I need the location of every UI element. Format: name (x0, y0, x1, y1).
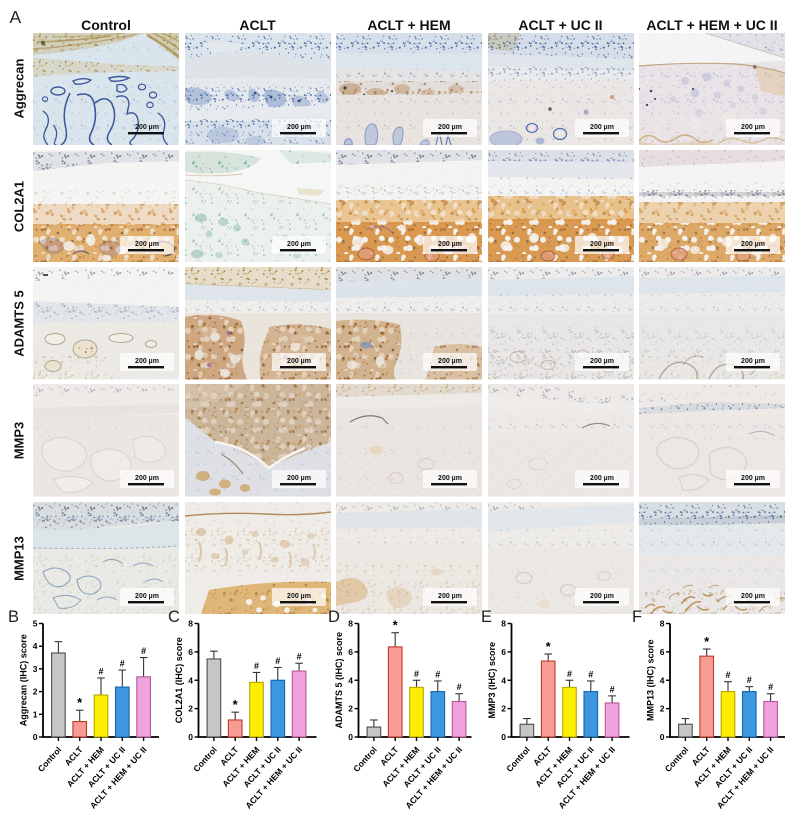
svg-text:#: # (98, 666, 103, 676)
svg-text:MMP3 (IHC) score: MMP3 (IHC) score (487, 642, 497, 719)
svg-text:D: D (328, 608, 340, 626)
svg-text:#: # (747, 675, 752, 685)
svg-text:#: # (435, 669, 440, 679)
svg-text:200 µm: 200 µm (590, 358, 614, 365)
svg-text:#: # (457, 682, 462, 692)
svg-text:Control: Control (504, 745, 532, 774)
svg-text:4: 4 (660, 675, 665, 685)
svg-text:200 µm: 200 µm (741, 241, 765, 248)
svg-text:200 µm: 200 µm (287, 358, 311, 365)
svg-text:200 µm: 200 µm (135, 241, 159, 248)
svg-text:200 µm: 200 µm (590, 241, 614, 248)
svg-text:8: 8 (348, 619, 353, 629)
svg-text:Aggrecan (IHC) score: Aggrecan (IHC) score (19, 634, 29, 726)
svg-text:200 µm: 200 µm (438, 358, 462, 365)
svg-text:8: 8 (188, 619, 193, 629)
svg-text:200 µm: 200 µm (287, 593, 311, 600)
svg-text:8: 8 (660, 619, 665, 629)
svg-text:F: F (632, 608, 642, 626)
svg-text:200 µm: 200 µm (287, 124, 311, 131)
svg-text:*: * (233, 697, 239, 712)
svg-text:3: 3 (33, 664, 38, 674)
svg-text:6: 6 (188, 647, 193, 657)
svg-text:0: 0 (501, 732, 506, 742)
svg-text:1: 1 (33, 709, 38, 719)
svg-text:B: B (8, 608, 19, 626)
svg-text:200 µm: 200 µm (590, 593, 614, 600)
svg-text:200 µm: 200 µm (135, 124, 159, 131)
svg-text:#: # (610, 684, 615, 694)
svg-text:200 µm: 200 µm (287, 475, 311, 482)
svg-text:200 µm: 200 µm (741, 475, 765, 482)
svg-text:8: 8 (501, 619, 506, 629)
svg-text:4: 4 (501, 675, 506, 685)
svg-text:200 µm: 200 µm (741, 124, 765, 131)
svg-text:E: E (481, 608, 492, 626)
svg-text:2: 2 (348, 704, 353, 714)
svg-text:0: 0 (188, 732, 193, 742)
svg-text:C: C (168, 608, 180, 626)
svg-text:2: 2 (188, 704, 193, 714)
svg-text:COL2A1 (IHC) score: COL2A1 (IHC) score (174, 637, 184, 723)
svg-text:2: 2 (660, 704, 665, 714)
svg-text:200 µm: 200 µm (438, 124, 462, 131)
svg-text:#: # (725, 670, 730, 680)
svg-text:200 µm: 200 µm (438, 241, 462, 248)
svg-text:4: 4 (33, 641, 38, 651)
svg-text:#: # (567, 669, 572, 679)
svg-text:2: 2 (33, 687, 38, 697)
svg-text:0: 0 (348, 732, 353, 742)
svg-text:*: * (546, 639, 552, 654)
svg-text:Control: Control (36, 745, 64, 774)
svg-text:#: # (768, 682, 773, 692)
svg-text:Control: Control (663, 745, 691, 774)
svg-text:5: 5 (33, 619, 38, 629)
svg-text:#: # (254, 661, 259, 671)
svg-text:#: # (297, 652, 302, 662)
svg-text:4: 4 (348, 675, 353, 685)
svg-text:#: # (588, 669, 593, 679)
svg-text:ADAMTS 5 (IHC) score: ADAMTS 5 (IHC) score (334, 632, 344, 729)
svg-text:MMP13 (IHC) score: MMP13 (IHC) score (646, 639, 656, 721)
svg-text:0: 0 (33, 732, 38, 742)
svg-text:0: 0 (660, 732, 665, 742)
svg-text:#: # (275, 656, 280, 666)
svg-text:Control: Control (191, 745, 219, 774)
svg-text:200 µm: 200 µm (741, 358, 765, 365)
svg-text:4: 4 (188, 675, 193, 685)
svg-text:*: * (77, 695, 83, 710)
svg-text:200 µm: 200 µm (438, 475, 462, 482)
svg-text:200 µm: 200 µm (590, 124, 614, 131)
svg-text:#: # (414, 669, 419, 679)
svg-text:2: 2 (501, 704, 506, 714)
svg-text:*: * (704, 634, 710, 649)
svg-text:6: 6 (501, 647, 506, 657)
svg-text:200 µm: 200 µm (135, 593, 159, 600)
svg-text:200 µm: 200 µm (741, 593, 765, 600)
svg-text:200 µm: 200 µm (135, 475, 159, 482)
svg-text:#: # (120, 659, 125, 669)
svg-text:200 µm: 200 µm (287, 241, 311, 248)
svg-text:200 µm: 200 µm (438, 593, 462, 600)
svg-text:#: # (141, 646, 146, 656)
svg-text:200 µm: 200 µm (590, 475, 614, 482)
svg-text:6: 6 (660, 647, 665, 657)
svg-text:*: * (393, 618, 399, 633)
svg-text:200 µm: 200 µm (135, 358, 159, 365)
svg-text:Control: Control (351, 745, 379, 774)
svg-text:6: 6 (348, 647, 353, 657)
